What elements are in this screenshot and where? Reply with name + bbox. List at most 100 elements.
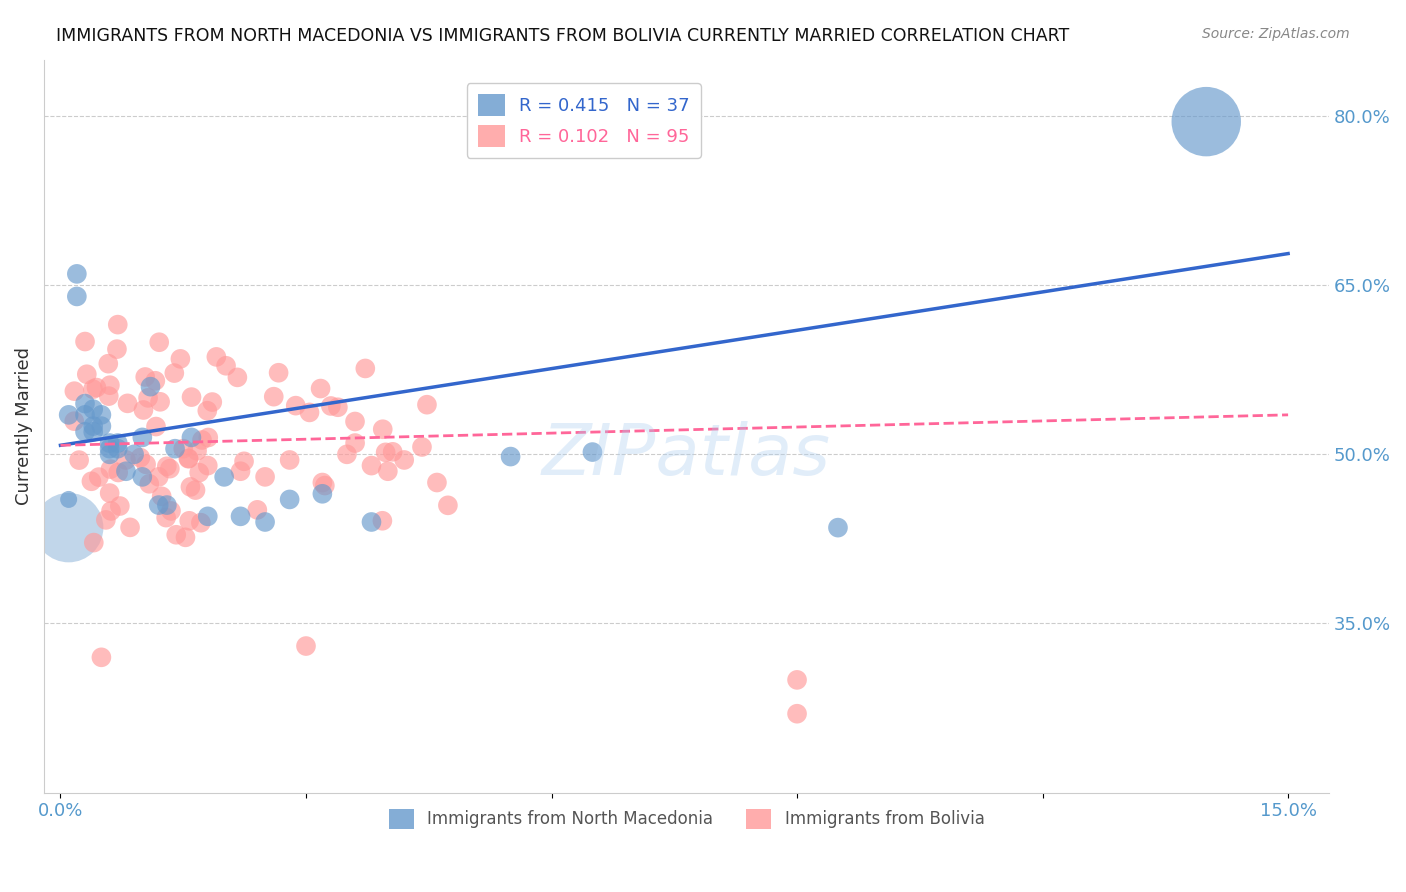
Point bbox=[184, 483, 207, 497]
Point bbox=[115, 464, 138, 478]
Point bbox=[136, 391, 159, 405]
Point bbox=[73, 396, 96, 410]
Point bbox=[169, 351, 191, 366]
Y-axis label: Currently Married: Currently Married bbox=[15, 347, 32, 505]
Point bbox=[371, 422, 394, 436]
Point bbox=[179, 480, 201, 494]
Point bbox=[1195, 114, 1218, 128]
Point bbox=[344, 436, 367, 450]
Point bbox=[117, 396, 139, 410]
Point bbox=[148, 470, 170, 484]
Point bbox=[76, 368, 98, 382]
Point bbox=[80, 475, 103, 489]
Point bbox=[120, 520, 142, 534]
Point bbox=[73, 408, 96, 422]
Point bbox=[229, 509, 252, 524]
Point bbox=[73, 334, 96, 349]
Point bbox=[107, 442, 129, 456]
Point bbox=[197, 509, 219, 524]
Point bbox=[195, 403, 218, 417]
Point bbox=[82, 419, 104, 434]
Point bbox=[174, 530, 197, 544]
Point bbox=[149, 394, 172, 409]
Point bbox=[371, 514, 394, 528]
Point bbox=[180, 390, 202, 404]
Point bbox=[827, 521, 849, 535]
Point bbox=[107, 436, 129, 450]
Point bbox=[66, 289, 89, 303]
Point bbox=[499, 450, 522, 464]
Point bbox=[344, 415, 367, 429]
Point bbox=[155, 510, 177, 524]
Point bbox=[392, 453, 415, 467]
Point bbox=[284, 399, 307, 413]
Point bbox=[377, 464, 399, 478]
Point bbox=[233, 454, 256, 468]
Point bbox=[381, 445, 404, 459]
Point bbox=[90, 650, 112, 665]
Point bbox=[131, 470, 153, 484]
Point bbox=[82, 425, 104, 439]
Point bbox=[165, 442, 187, 456]
Point bbox=[278, 492, 301, 507]
Point bbox=[165, 528, 187, 542]
Point bbox=[374, 445, 396, 459]
Point bbox=[226, 370, 249, 384]
Point bbox=[179, 514, 201, 528]
Point bbox=[82, 382, 104, 396]
Point bbox=[186, 443, 208, 458]
Point bbox=[172, 442, 194, 456]
Point bbox=[73, 425, 96, 439]
Point bbox=[197, 430, 219, 444]
Point bbox=[94, 513, 117, 527]
Point bbox=[319, 399, 342, 413]
Point bbox=[354, 361, 377, 376]
Point bbox=[129, 450, 152, 465]
Point bbox=[98, 378, 121, 392]
Text: ZIPatlas: ZIPatlas bbox=[543, 421, 831, 490]
Point bbox=[205, 350, 228, 364]
Point bbox=[98, 447, 121, 461]
Point bbox=[298, 405, 321, 419]
Point bbox=[63, 384, 86, 399]
Point bbox=[190, 516, 212, 530]
Point bbox=[108, 499, 131, 513]
Text: IMMIGRANTS FROM NORTH MACEDONIA VS IMMIGRANTS FROM BOLIVIA CURRENTLY MARRIED COR: IMMIGRANTS FROM NORTH MACEDONIA VS IMMIG… bbox=[56, 27, 1070, 45]
Point bbox=[336, 447, 359, 461]
Point bbox=[132, 403, 155, 417]
Point bbox=[278, 453, 301, 467]
Point bbox=[86, 380, 108, 394]
Point bbox=[107, 318, 129, 332]
Point bbox=[67, 453, 90, 467]
Point bbox=[105, 342, 128, 356]
Point bbox=[148, 335, 170, 350]
Point bbox=[246, 503, 269, 517]
Point bbox=[66, 267, 89, 281]
Point bbox=[314, 478, 336, 492]
Point bbox=[311, 487, 333, 501]
Point bbox=[254, 470, 277, 484]
Point bbox=[311, 475, 333, 490]
Point bbox=[786, 673, 808, 687]
Point bbox=[134, 370, 156, 384]
Point bbox=[191, 433, 214, 447]
Point bbox=[437, 499, 460, 513]
Point bbox=[197, 458, 219, 473]
Point bbox=[115, 453, 138, 467]
Point bbox=[163, 366, 186, 380]
Legend: Immigrants from North Macedonia, Immigrants from Bolivia: Immigrants from North Macedonia, Immigra… bbox=[382, 802, 991, 836]
Point bbox=[138, 476, 160, 491]
Point bbox=[309, 382, 332, 396]
Point bbox=[229, 464, 252, 478]
Point bbox=[87, 470, 110, 484]
Point bbox=[360, 515, 382, 529]
Point bbox=[143, 374, 166, 388]
Point bbox=[156, 459, 179, 474]
Point bbox=[98, 436, 121, 450]
Point bbox=[160, 504, 183, 518]
Point bbox=[82, 402, 104, 417]
Point bbox=[63, 414, 86, 428]
Point bbox=[360, 458, 382, 473]
Point bbox=[107, 466, 129, 480]
Point bbox=[411, 440, 433, 454]
